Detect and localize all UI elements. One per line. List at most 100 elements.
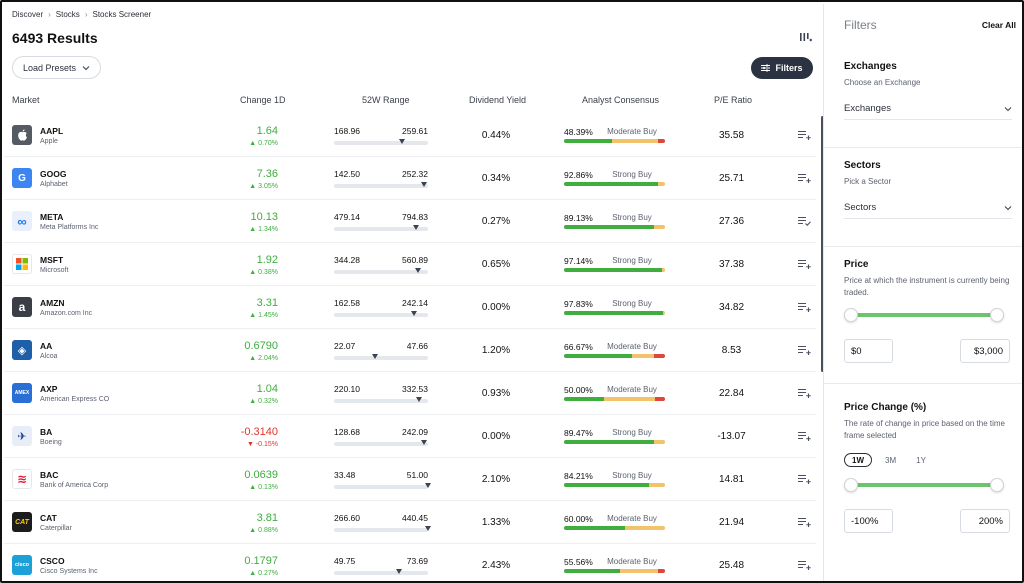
range-high: 242.14 [402,298,428,308]
price-change-min-input[interactable]: -100% [844,509,893,533]
price-range-slider[interactable] [844,308,1004,322]
change-percent: ▲ 0.13% [218,484,278,491]
consensus-bar [564,483,665,487]
consensus-label: Moderate Buy [607,557,657,566]
arrow-up-icon: ▲ [249,269,259,276]
header-market[interactable]: Market [12,95,40,105]
add-to-list-icon[interactable] [798,431,811,441]
range-track [334,139,428,145]
range-high: 73.69 [406,556,428,566]
range-low: 168.96 [334,126,360,136]
header-pe-ratio[interactable]: P/E Ratio [714,95,753,105]
price-change-range-slider[interactable] [844,478,1004,492]
ticker-symbol[interactable]: AMZN [40,298,65,308]
consensus-buy-segment [564,268,662,272]
timeframe-1w[interactable]: 1W [844,453,872,467]
ticker-symbol[interactable]: AA [40,341,53,351]
range-low: 162.58 [334,298,360,308]
add-to-list-icon[interactable] [798,517,811,527]
change-percent-value: 0.32% [258,398,278,405]
header-change-1d[interactable]: Change 1D [240,95,286,105]
table-row[interactable]: ≋ BAC Bank of America Corp 0.0639 ▲ 0.13% 33.… [4,458,816,501]
header-52w-range[interactable]: 52W Range [362,95,410,105]
ticker-symbol[interactable]: BAC [40,470,59,480]
price-slider-min-handle[interactable] [844,308,858,322]
section-divider [824,147,1022,148]
exchanges-select-value: Exchanges [844,103,892,114]
timeframe-1y[interactable]: 1Y [916,455,926,465]
consensus-buy-segment [564,354,632,358]
table-row[interactable]: AAPL Apple 1.64 ▲ 0.70% 168.96 259.61 0.44% 48.… [4,114,816,157]
clear-all-button[interactable]: Clear All [981,20,1016,30]
table-row[interactable]: AMEX AXP American Express CO 1.04 ▲ 0.32% 220… [4,372,816,415]
add-to-list-icon[interactable] [798,302,811,312]
sectors-select[interactable]: Sectors [844,197,1012,219]
add-to-list-icon[interactable] [798,560,811,570]
ticker-symbol[interactable]: META [40,212,64,222]
range-low: 479.14 [334,212,360,222]
range-low: 266.60 [334,513,360,523]
ticker-symbol[interactable]: CAT [40,513,57,523]
price-max-input[interactable]: $3,000 [960,339,1010,363]
table-row[interactable]: cisco CSCO Cisco Systems Inc 0.1797 ▲ 0.27% 4… [4,544,816,581]
columns-settings-icon[interactable] [799,31,813,43]
scrollbar-thumb[interactable] [821,116,824,372]
range-marker [424,483,431,488]
change-percent: ▲ 1.34% [218,226,278,233]
range-high: 794.83 [402,212,428,222]
filters-button[interactable]: Filters [751,57,813,79]
breadcrumb-stocks[interactable]: Stocks [55,10,80,19]
chevron-down-icon [1004,205,1012,210]
dividend-yield: 0.93% [481,388,511,399]
price-change-max-input[interactable]: 200% [960,509,1010,533]
add-to-list-icon[interactable] [798,130,811,140]
table-row[interactable]: a AMZN Amazon.com Inc 3.31 ▲ 1.45% 162.58 242.… [4,286,816,329]
table-row[interactable]: ∞ META Meta Platforms Inc 10.13 ▲ 1.34% 479.1… [4,200,816,243]
add-to-list-icon[interactable] [798,345,811,355]
change-percent-value: 0.70% [258,140,278,147]
table-row[interactable]: CAT CAT Caterpillar 3.81 ▲ 0.88% 266.60 440.45… [4,501,816,544]
table-row[interactable]: ◈ AA Alcoa 0.6790 ▲ 2.04% 22.07 47.66 1.20% 66.6… [4,329,816,372]
section-divider [824,383,1022,384]
header-dividend-yield[interactable]: Dividend Yield [469,95,527,105]
table-row[interactable]: ✈ BA Boeing -0.3140 ▼ -0.15% 128.68 242.09 0.00… [4,415,816,458]
ticker-symbol[interactable]: GOOG [40,169,67,179]
load-presets-button[interactable]: Load Presets [12,56,102,79]
breadcrumb-discover[interactable]: Discover [12,10,44,19]
ticker-symbol[interactable]: BA [40,427,53,437]
amazon-icon: a [12,297,32,317]
ticker-symbol[interactable]: AAPL [40,126,64,136]
range-low: 220.10 [334,384,360,394]
range-low: 33.48 [334,470,356,480]
price-change-slider-max-handle[interactable] [990,478,1004,492]
results-title: 6493 Results [12,30,98,46]
table-row[interactable]: MSFT Microsoft 1.92 ▲ 0.38% 344.28 560.89 0.65… [4,243,816,286]
timeframe-3m[interactable]: 3M [885,455,897,465]
sectors-subtitle: Pick a Sector [844,177,892,186]
ticker-symbol[interactable]: MSFT [40,255,64,265]
price-slider-max-handle[interactable] [990,308,1004,322]
table-row[interactable]: G GOOG Alphabet 7.36 ▲ 3.05% 142.50 252.32 0.34… [4,157,816,200]
header-analyst-consensus[interactable]: Analyst Consensus [582,95,660,105]
price-change-slider-min-handle[interactable] [844,478,858,492]
consensus-label: Moderate Buy [607,127,657,136]
add-to-list-icon[interactable] [798,173,811,183]
range-track [334,268,428,274]
microsoft-icon [12,254,32,274]
added-to-list-icon[interactable] [798,216,811,226]
consensus-buy-segment [564,311,663,315]
consensus-percent: 55.56% [564,557,593,567]
exchanges-select[interactable]: Exchanges [844,98,1012,120]
sliders-icon [761,64,771,72]
ticker-symbol[interactable]: AXP [40,384,58,394]
add-to-list-icon[interactable] [798,474,811,484]
consensus-label: Moderate Buy [607,385,657,394]
add-to-list-icon[interactable] [798,388,811,398]
ticker-symbol[interactable]: CSCO [40,556,65,566]
consensus-hold-segment [631,354,654,358]
price-min-input[interactable]: $0 [844,339,893,363]
screener-main: Discover › Stocks › Stocks Screener 6493… [4,4,824,581]
add-to-list-icon[interactable] [798,259,811,269]
logo-glyph: cisco [14,562,30,568]
load-presets-label: Load Presets [23,62,77,73]
